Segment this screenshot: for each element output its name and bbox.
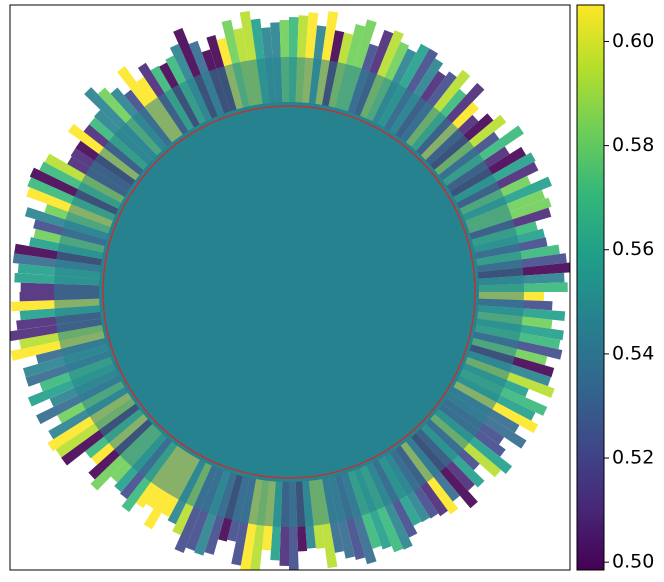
colorbar-tick-label: 0.58 — [612, 134, 654, 156]
colorbar-tick-label: 0.60 — [612, 30, 654, 52]
colorbar-tick-label: 0.56 — [612, 238, 654, 260]
colorbar-tick-label: 0.52 — [612, 447, 654, 469]
reference-circle — [102, 105, 476, 479]
colorbar-tick-label: 0.54 — [612, 342, 654, 364]
colorbar — [576, 4, 605, 571]
heatmap-texture — [99, 102, 479, 482]
heatmap-image — [10, 10, 570, 570]
colorbar-tick-label: 0.50 — [612, 551, 654, 573]
axes-frame — [9, 4, 571, 571]
